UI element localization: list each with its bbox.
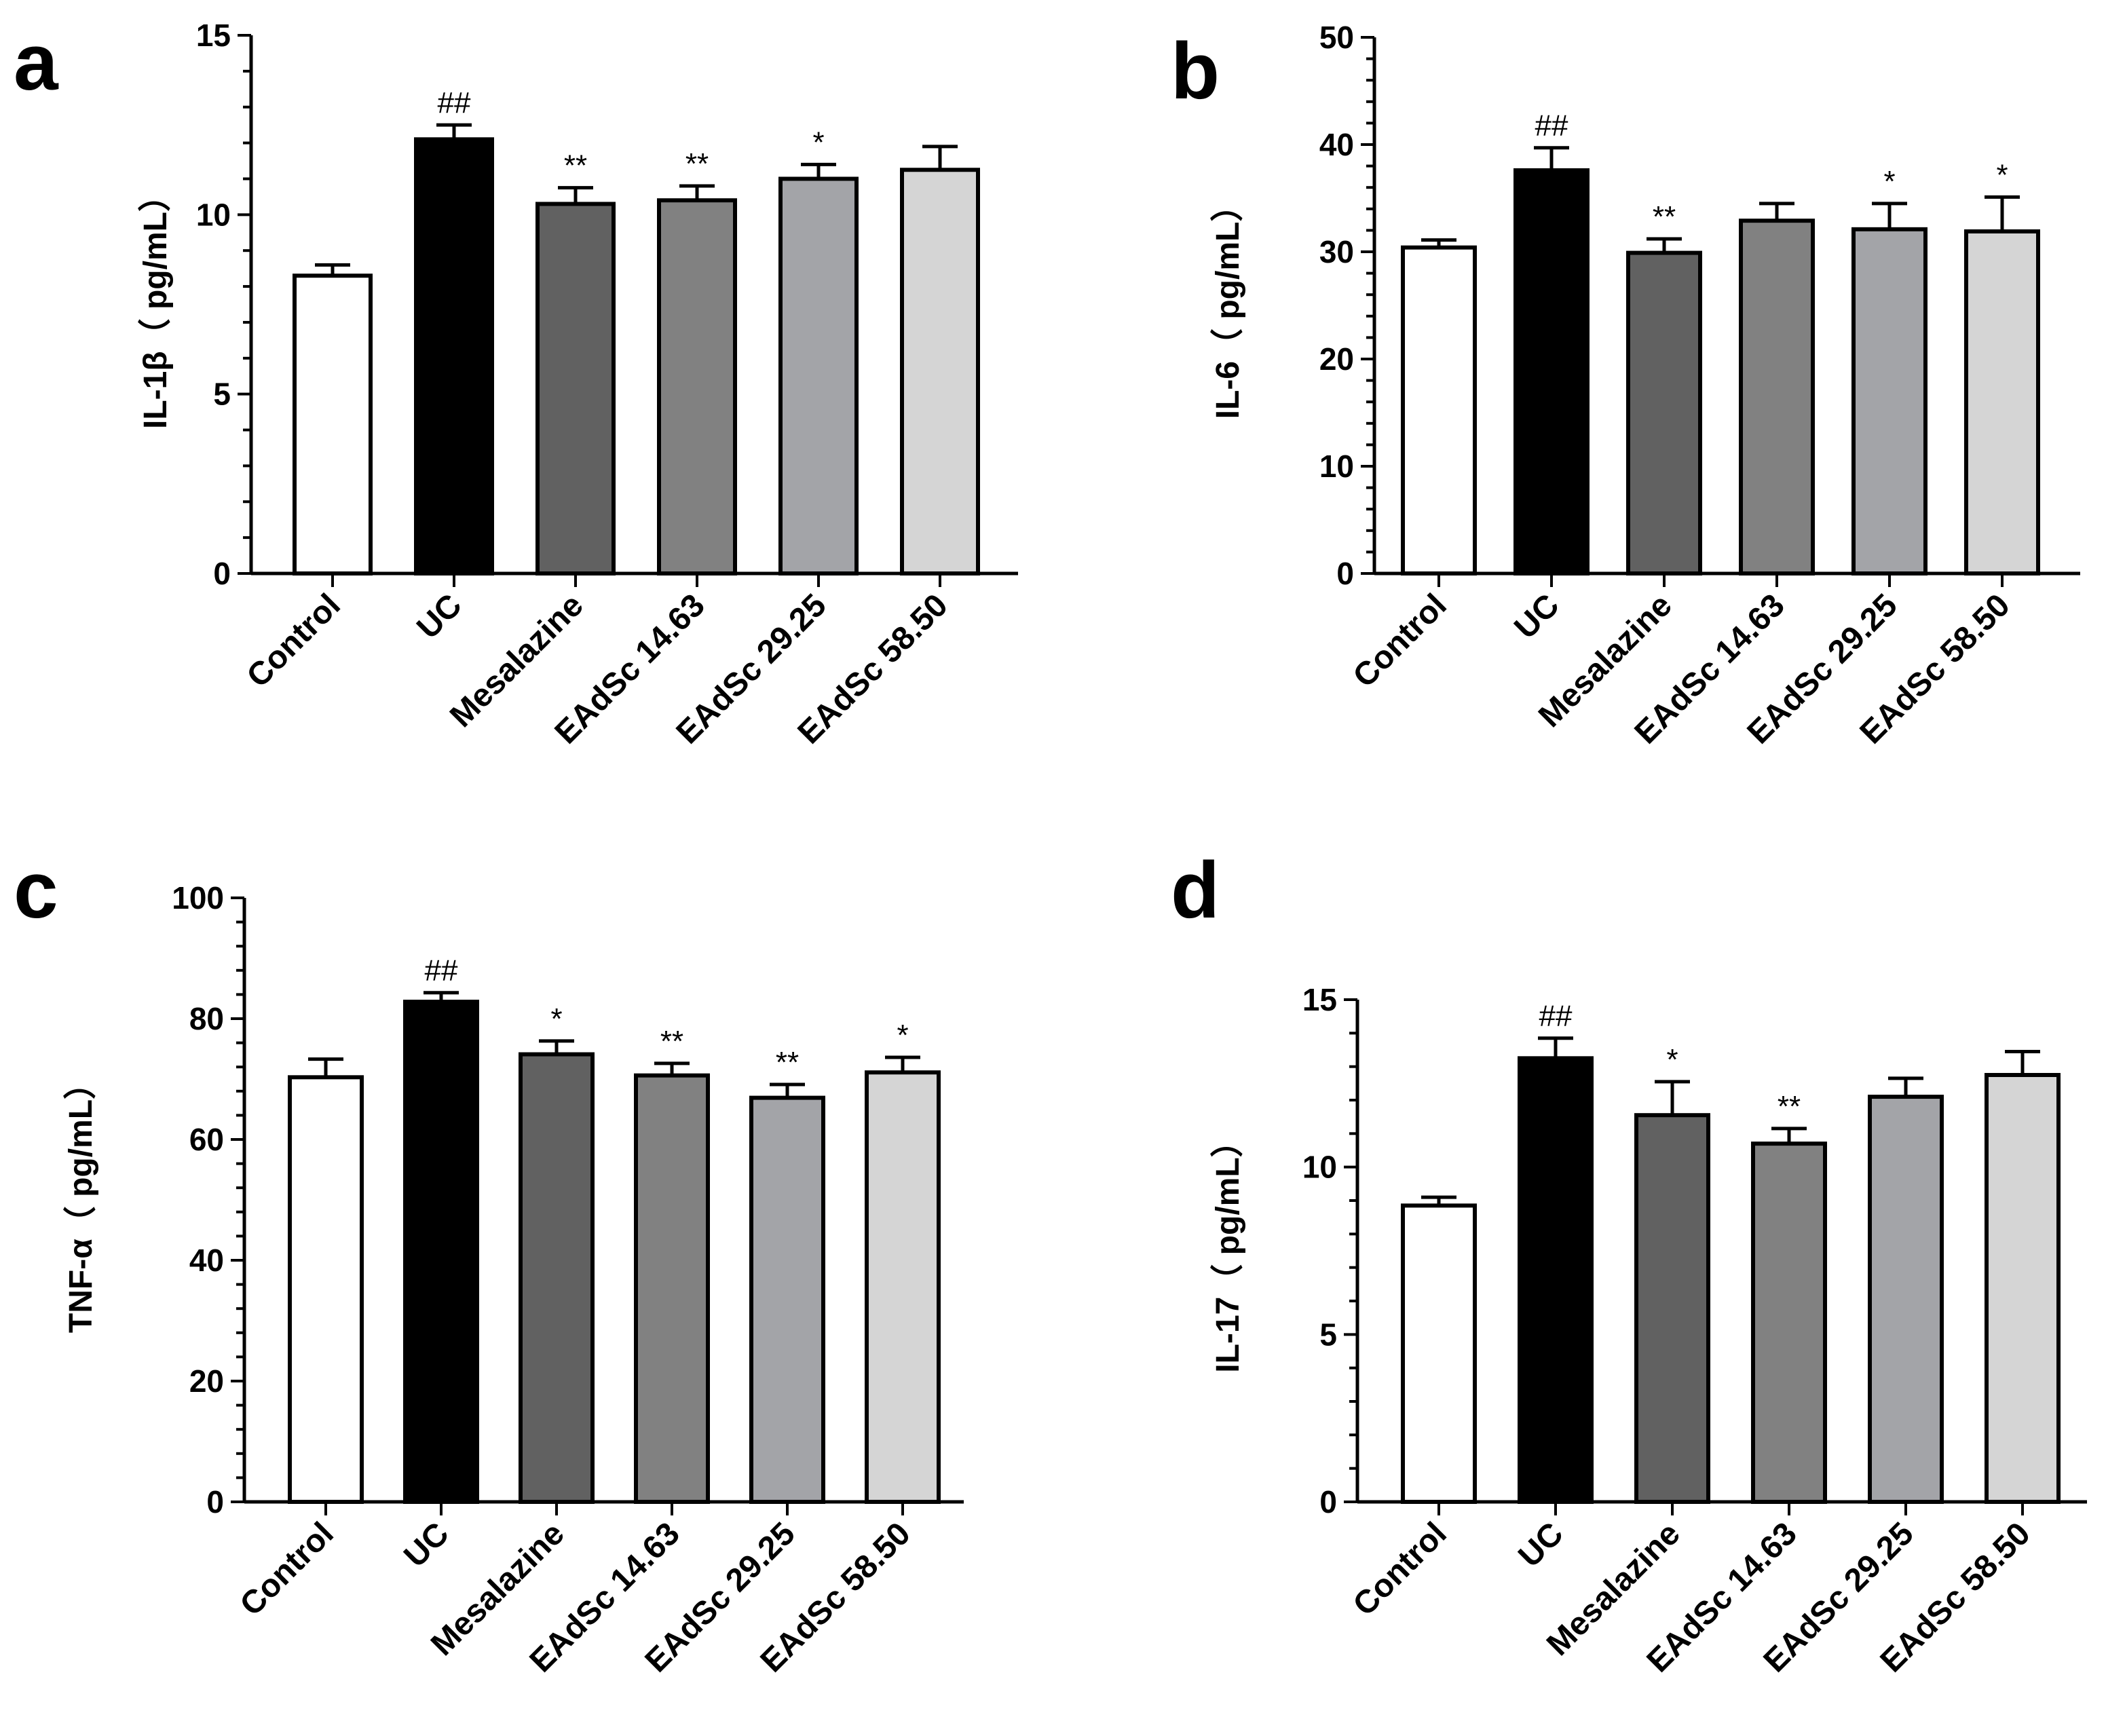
significance-label: ** [685,147,709,181]
y-axis-title: TNF-α（ pg/mL） [63,1067,99,1333]
bar-control [1401,245,1477,575]
bar-eadsc-58-50 [1964,229,2040,575]
y-axis-title: IL-6（ pg/mL） [1210,189,1246,419]
x-tick-label: UC [410,587,468,645]
y-tick-label: 0 [1319,1484,1337,1520]
significance-label: * [1996,158,2008,191]
significance-label: * [897,1019,908,1052]
y-tick-label: 50 [1319,20,1354,55]
y-tick-label: 15 [1302,982,1337,1017]
y-tick-label: 40 [1319,127,1354,162]
bar-eadsc-29-25 [1851,227,1928,575]
y-tick-label: 40 [189,1243,224,1278]
bar-uc [1513,168,1590,576]
bar-eadsc-58-50 [1985,1073,2061,1504]
y-tick-label: 0 [206,1484,224,1520]
significance-label: ** [1653,200,1676,233]
bar-eadsc-29-25 [749,1095,825,1504]
bar-eadsc-58-50 [865,1070,941,1504]
significance-label: * [550,1002,562,1036]
bar-control [288,1075,364,1504]
bar-mesalazine [1626,250,1702,575]
bar-control [1401,1203,1477,1505]
panel-letter-a: a [14,18,59,107]
x-tick-label: UC [1507,587,1566,645]
y-tick-label: 5 [1319,1317,1337,1352]
panel-letter-c: c [14,846,58,935]
bar-eadsc-29-25 [1868,1095,1944,1504]
y-tick-label: 10 [196,197,231,232]
y-tick-label: 60 [189,1122,224,1157]
y-tick-label: 0 [1336,556,1354,591]
significance-label: ** [1778,1090,1801,1123]
bar-eadsc-14-63 [1739,219,1815,575]
x-tick-label: UC [1511,1515,1570,1574]
y-tick-label: 100 [172,880,224,916]
bar-eadsc-14-63 [634,1073,710,1505]
x-tick-label: UC [397,1515,455,1574]
significance-label: ## [425,954,458,987]
significance-label: ## [1539,1000,1573,1033]
bar-eadsc-29-25 [778,176,859,575]
bar-mesalazine [535,202,616,575]
x-tick-label: Control [240,587,347,694]
significance-label: * [812,126,824,159]
bar-control [293,273,373,575]
bar-eadsc-14-63 [657,198,737,576]
bar-eadsc-58-50 [900,168,980,575]
y-tick-label: 20 [189,1363,224,1399]
significance-label: ** [564,149,587,183]
significance-label: * [1883,165,1895,198]
y-tick-label: 5 [213,377,231,412]
significance-label: ** [776,1046,799,1079]
significance-label: * [1666,1043,1678,1076]
significance-label: ## [438,86,471,119]
y-tick-label: 15 [196,18,231,53]
x-tick-label: Control [233,1515,341,1623]
panel-letter-b: b [1171,26,1220,116]
significance-label: ## [1535,109,1568,143]
y-tick-label: 30 [1319,234,1354,269]
y-tick-label: 0 [213,556,231,591]
y-tick-label: 80 [189,1001,224,1036]
y-tick-label: 10 [1319,449,1354,484]
bar-mesalazine [519,1052,595,1504]
bar-uc [403,1000,479,1504]
y-tick-label: 10 [1302,1150,1337,1185]
significance-label: ** [660,1025,683,1058]
bar-uc [1518,1056,1594,1505]
bar-uc [414,137,494,575]
bar-eadsc-14-63 [1751,1141,1827,1504]
x-tick-label: Control [1347,1515,1454,1623]
y-axis-title: IL-1β（ pg/mL） [138,179,174,429]
bar-mesalazine [1634,1113,1710,1504]
panel-letter-d: d [1171,846,1220,935]
y-tick-label: 20 [1319,341,1354,377]
x-tick-label: Control [1347,587,1454,694]
y-axis-title: IL-17（ pg/mL） [1210,1125,1246,1372]
